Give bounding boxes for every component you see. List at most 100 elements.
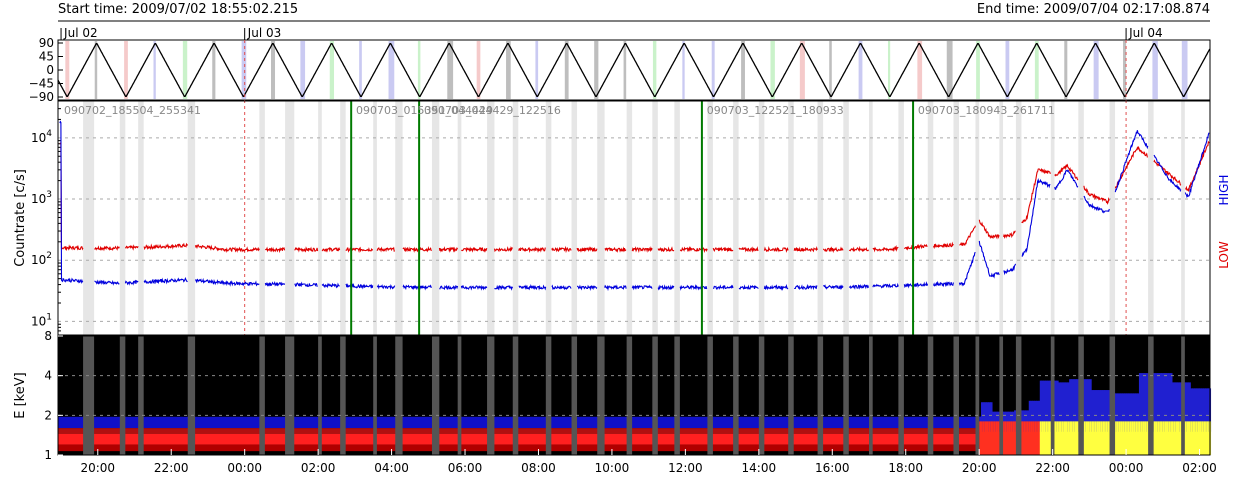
spectrogram-active-blue: [1166, 373, 1169, 432]
spectrogram-active-core: [1186, 421, 1190, 455]
spectrogram-active-blue: [1197, 388, 1201, 432]
orbit-band: [1123, 41, 1127, 99]
spectrogram-active-core: [1146, 421, 1149, 455]
spectrogram-active-blue: [984, 402, 988, 432]
spectrogram-gap: [373, 336, 377, 455]
spectrogram-active-blue: [990, 402, 993, 432]
countrate-gap: [259, 101, 265, 335]
spectrogram-active-blue: [1162, 373, 1166, 432]
high-series-line: [848, 283, 870, 290]
spectrogram-band-darkred: [58, 428, 980, 434]
spectrogram-active-blue: [1159, 373, 1162, 432]
spectrogram-active-core: [995, 421, 999, 455]
spectrogram-active-blue: [1063, 382, 1066, 432]
high-series-line: [124, 279, 139, 286]
spectrogram-ylabel: E [keV]: [13, 372, 28, 418]
high-series-line: [376, 283, 396, 291]
spectrogram-active-blue: [1025, 410, 1028, 432]
spectrogram-active-core: [1100, 421, 1103, 455]
high-series-line: [576, 284, 598, 291]
spectrogram-active-blue: [1127, 393, 1131, 432]
spectrogram-gap: [83, 336, 95, 455]
spectrogram-active-core: [1094, 421, 1098, 455]
countrate-gap: [285, 101, 295, 335]
low-series-line: [631, 246, 653, 253]
spectrogram-active-core: [979, 421, 982, 455]
spectrogram-active-core: [1098, 421, 1101, 455]
orbit-band: [476, 41, 481, 99]
orbit-band: [94, 41, 98, 99]
countrate-gap: [431, 101, 440, 335]
spectrogram-gap: [395, 336, 403, 455]
spectrogram-active-blue: [982, 402, 986, 432]
low-series-line: [264, 246, 286, 254]
orbit-panel-frame: [57, 39, 1211, 101]
spectrogram-active-core: [1043, 421, 1046, 455]
low-series-line: [1021, 167, 1051, 224]
spectrogram-active-core: [1197, 421, 1201, 455]
high-series-line: [1184, 132, 1210, 199]
spectrogram-active-core: [1045, 421, 1048, 455]
spectrogram-active-blue: [1014, 410, 1017, 432]
countrate-gap: [512, 101, 519, 335]
high-series-line: [1054, 169, 1079, 191]
high-series-line: [460, 284, 488, 291]
spectrogram-active-blue: [1100, 390, 1103, 432]
high-series-line: [402, 284, 432, 291]
spectrogram-active-blue: [1047, 380, 1050, 432]
spectrogram-active-core: [1142, 421, 1145, 455]
event-label: 090703_015351_044429: [356, 104, 493, 117]
spectrogram-gap: [187, 336, 196, 455]
spectrogram-active-core: [1039, 421, 1043, 455]
event-label: 090703_044429_122516: [424, 104, 561, 117]
spectrogram-active-blue: [1135, 393, 1138, 432]
spectrogram-gap: [652, 336, 658, 455]
high-series-line: [872, 282, 899, 289]
spectrogram-active-core: [1138, 421, 1142, 455]
x-tick-label: 02:00: [301, 461, 336, 475]
spectrogram-gap: [1181, 336, 1185, 455]
countrate-gap: [758, 101, 765, 335]
spectrogram-active-blue: [1124, 393, 1127, 432]
spectrogram-active-core: [1137, 421, 1140, 455]
spectrogram-active-core: [1171, 421, 1175, 455]
spectrogram-active-core: [1179, 421, 1182, 455]
event-label: 090703_122521_180933: [707, 104, 844, 117]
spectrogram-active-core: [1034, 421, 1037, 455]
spectrogram-gap: [927, 336, 934, 455]
spectrogram-active-blue: [1098, 390, 1101, 432]
spectrogram-active-core: [1153, 421, 1156, 455]
countrate-gap: [395, 101, 403, 335]
spectrogram-active-blue: [1120, 393, 1123, 432]
spectrogram-active-core: [1170, 421, 1173, 455]
spectrogram-active-blue: [1037, 400, 1041, 432]
orbit-band: [359, 41, 362, 99]
spectrogram-active-blue: [1205, 388, 1208, 432]
low-series-line: [321, 246, 341, 253]
spectrogram-active-blue: [1034, 400, 1037, 432]
spectrogram-active-blue: [1089, 379, 1092, 432]
high-series-line: [978, 240, 1000, 279]
countrate-gap: [83, 101, 95, 335]
spectrogram-active-core: [1120, 421, 1123, 455]
spectrogram-active-core: [1102, 421, 1105, 455]
high-series-line: [958, 251, 976, 287]
spectrogram-active-blue: [1203, 388, 1206, 432]
day-label: Jul 04: [1128, 26, 1163, 40]
spectrogram-active-blue: [1107, 390, 1111, 432]
spectrogram-active-core: [1014, 421, 1017, 455]
countrate-gap: [999, 101, 1004, 335]
legend-low: LOW: [1217, 241, 1231, 269]
orbit-band: [829, 41, 832, 99]
low-series-line: [1083, 185, 1110, 205]
countrate-gap: [788, 101, 794, 335]
spectrogram-active-blue: [1076, 379, 1079, 432]
spectrogram-active-blue: [1157, 373, 1160, 432]
day-label: Jul 02: [63, 26, 98, 40]
spectrogram-active-blue: [1188, 382, 1191, 432]
spectrogram-active-core: [1093, 421, 1096, 455]
spectrogram-active-blue: [1058, 382, 1061, 432]
spectrogram-active-core: [1056, 421, 1059, 455]
low-series-line: [738, 246, 759, 253]
